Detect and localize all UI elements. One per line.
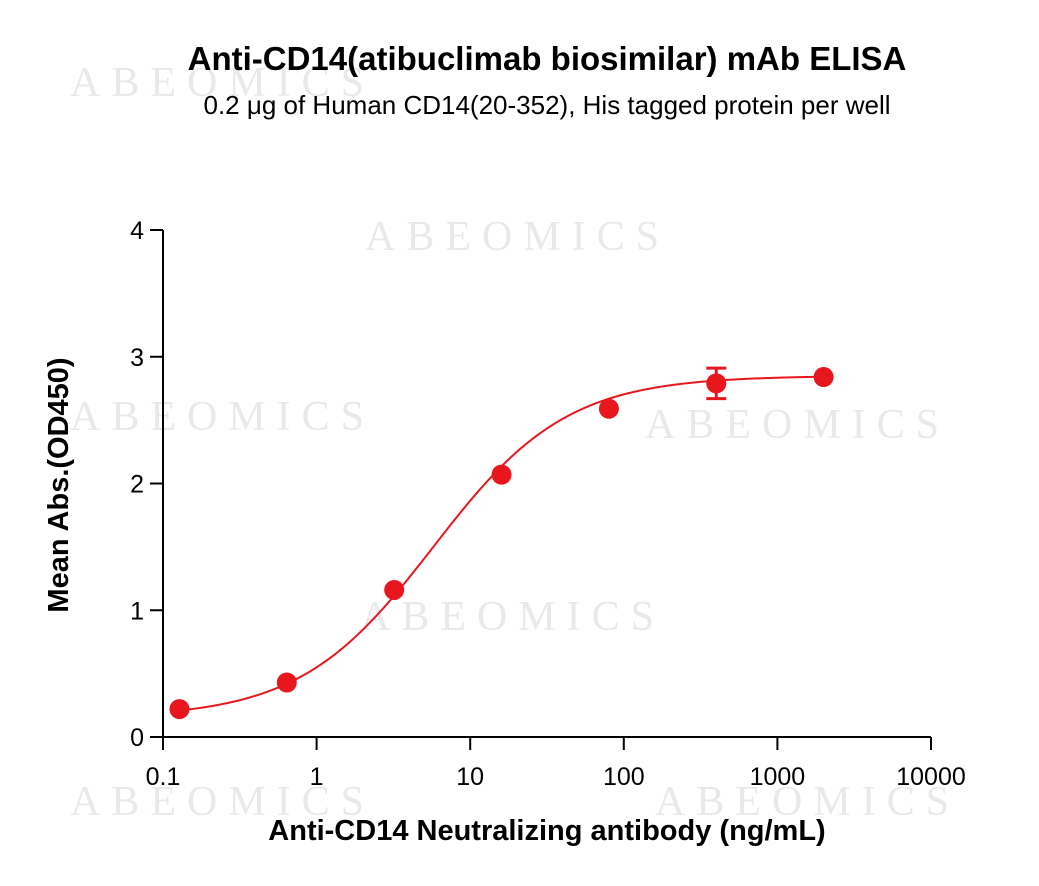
data-point <box>384 579 405 600</box>
watermark: ABEOMICS <box>360 594 665 640</box>
x-axis-title: Anti-CD14 Neutralizing antibody (ng/mL) <box>268 815 825 847</box>
chart-title: Anti-CD14(atibuclimab biosimilar) mAb EL… <box>188 40 907 77</box>
x-tick-label: 1 <box>310 763 324 791</box>
y-tick-label: 3 <box>130 344 144 372</box>
watermark: ABEOMICS <box>70 60 375 106</box>
y-tick-label: 2 <box>130 471 144 499</box>
y-tick-label: 4 <box>130 217 144 245</box>
y-axis-title: Mean Abs.(OD450) <box>43 357 75 612</box>
x-tick-label: 0.1 <box>146 763 181 791</box>
watermark: ABEOMICS <box>645 402 950 448</box>
tick-layer: 0 1 2 3 4 0.1 1 10 100 1000 10000 <box>130 217 966 791</box>
y-tick-label: 1 <box>130 597 144 625</box>
data-points-layer <box>169 366 834 720</box>
watermark: ABEOMICS <box>655 779 960 825</box>
x-tick-label: 10 <box>456 763 484 791</box>
watermark: ABEOMICS <box>70 779 375 825</box>
data-point <box>706 373 727 394</box>
y-tick-label: 0 <box>130 724 144 752</box>
watermark: ABEOMICS <box>365 214 670 260</box>
x-tick-label: 1000 <box>750 763 806 791</box>
data-point <box>813 367 834 388</box>
data-point <box>169 699 190 720</box>
watermark-layer: ABEOMICS ABEOMICS ABEOMICS ABEOMICS ABEO… <box>70 60 960 825</box>
x-tick-label: 100 <box>603 763 645 791</box>
watermark: ABEOMICS <box>70 394 375 440</box>
data-point <box>276 672 297 693</box>
chart-subtitle: 0.2 μg of Human CD14(20-352), His tagged… <box>203 90 890 120</box>
x-tick-label: 10000 <box>896 763 966 791</box>
data-point <box>491 464 512 485</box>
axes <box>162 230 931 738</box>
data-point <box>598 398 619 419</box>
